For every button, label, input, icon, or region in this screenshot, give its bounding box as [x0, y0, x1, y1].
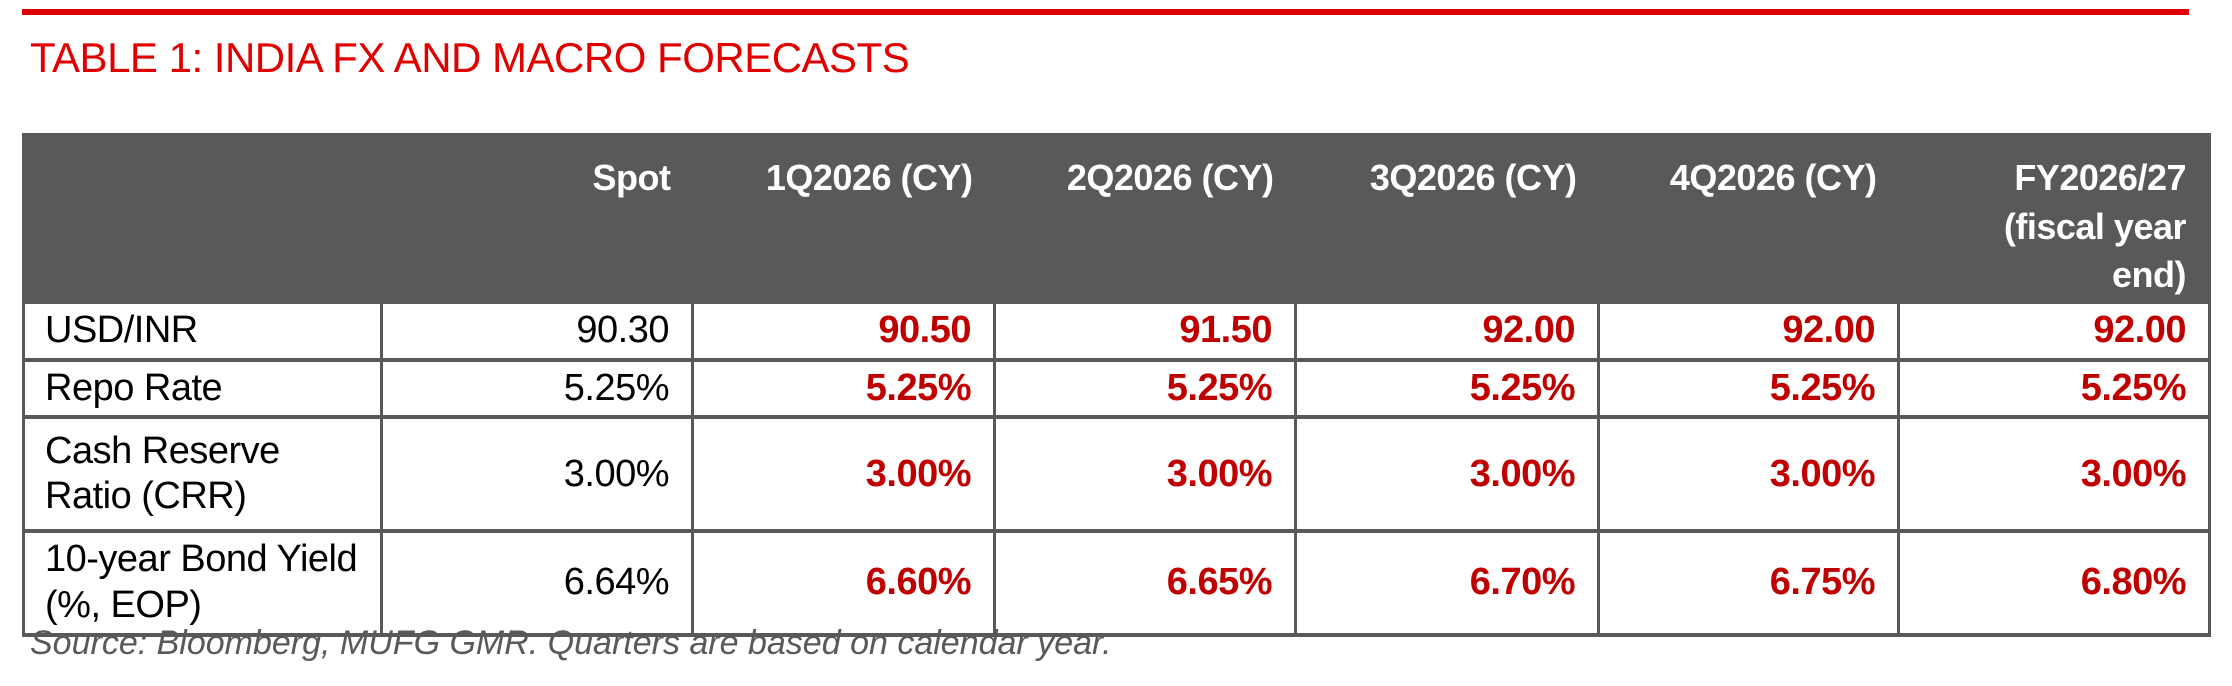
forecast-cell: 90.50 — [691, 299, 996, 362]
source-note: Source: Bloomberg, MUFG GMR. Quarters ar… — [30, 624, 1112, 662]
forecast-cell: 92.00 — [1294, 299, 1600, 362]
spot-cell: 5.25% — [380, 357, 694, 420]
col-header-3q2026: 3Q2026 (CY) — [1295, 134, 1599, 302]
col-header-1q2026: 1Q2026 (CY) — [692, 134, 995, 302]
table-row-crr: Cash Reserve Ratio (CRR) 3.00% 3.00% 3.0… — [22, 415, 2211, 534]
forecast-cell: 6.80% — [1897, 529, 2211, 637]
forecast-cell: 3.00% — [1294, 415, 1600, 534]
forecast-cell: 5.25% — [1897, 357, 2211, 420]
forecast-cell: 3.00% — [1597, 415, 1900, 534]
col-header-spot: Spot — [381, 134, 693, 302]
forecast-cell: 3.00% — [691, 415, 996, 534]
forecast-table: Spot 1Q2026 (CY) 2Q2026 (CY) 3Q2026 (CY)… — [22, 133, 2211, 637]
table-title: TABLE 1: INDIA FX AND MACRO FORECASTS — [30, 34, 910, 81]
forecast-cell: 5.25% — [1294, 357, 1600, 420]
forecast-cell: 3.00% — [1897, 415, 2211, 534]
forecast-cell: 6.75% — [1597, 529, 1900, 637]
forecast-cell: 92.00 — [1897, 299, 2211, 362]
forecast-cell: 6.70% — [1294, 529, 1600, 637]
row-label: USD/INR — [22, 299, 383, 362]
top-accent-rule — [22, 9, 2189, 15]
table-row-usdinr: USD/INR 90.30 90.50 91.50 92.00 92.00 92… — [22, 299, 2211, 362]
forecast-cell: 5.25% — [1597, 357, 1900, 420]
spot-cell: 3.00% — [380, 415, 694, 534]
col-header-fy2026-27: FY2026/27 (fiscal year end) — [1898, 134, 2210, 302]
col-header-blank — [23, 134, 382, 302]
forecast-cell: 91.50 — [993, 299, 1297, 362]
forecast-cell: 6.60% — [691, 529, 996, 637]
header-row: Spot 1Q2026 (CY) 2Q2026 (CY) 3Q2026 (CY)… — [23, 134, 2210, 302]
row-label: 10-year Bond Yield (%, EOP) — [22, 529, 383, 637]
table-row-10y-bond-yield: 10-year Bond Yield (%, EOP) 6.64% 6.60% … — [22, 529, 2211, 637]
col-header-4q2026: 4Q2026 (CY) — [1598, 134, 1899, 302]
spot-cell: 6.64% — [380, 529, 694, 637]
row-label: Repo Rate — [22, 357, 383, 420]
col-header-2q2026: 2Q2026 (CY) — [994, 134, 1296, 302]
forecast-cell: 5.25% — [993, 357, 1297, 420]
spot-cell: 90.30 — [380, 299, 694, 362]
row-label: Cash Reserve Ratio (CRR) — [22, 415, 383, 534]
forecast-cell: 3.00% — [993, 415, 1297, 534]
forecast-cell: 92.00 — [1597, 299, 1900, 362]
forecast-cell: 6.65% — [993, 529, 1297, 637]
table-row-repo-rate: Repo Rate 5.25% 5.25% 5.25% 5.25% 5.25% … — [22, 357, 2211, 420]
forecast-cell: 5.25% — [691, 357, 996, 420]
